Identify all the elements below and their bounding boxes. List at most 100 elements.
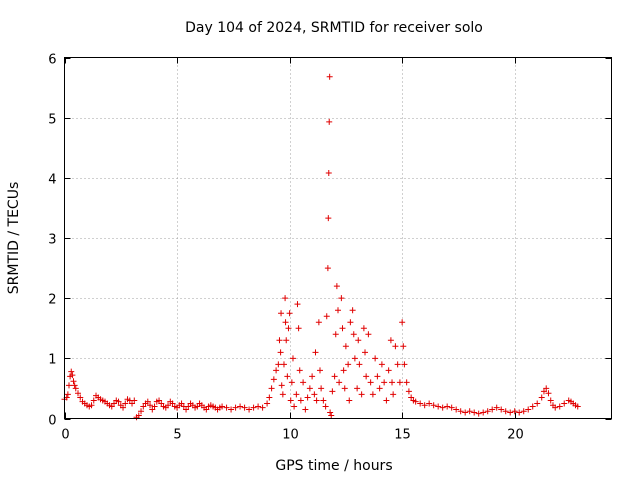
x-tick-label: 20 bbox=[507, 428, 524, 443]
data-point bbox=[284, 373, 291, 380]
data-point bbox=[360, 325, 367, 332]
data-point bbox=[421, 402, 428, 409]
data-point bbox=[457, 408, 464, 415]
data-point bbox=[313, 397, 320, 404]
data-point bbox=[376, 385, 383, 392]
data-point bbox=[378, 361, 385, 368]
data-point bbox=[312, 349, 319, 356]
data-point bbox=[374, 373, 381, 380]
data-point bbox=[529, 403, 536, 410]
data-point bbox=[480, 409, 487, 416]
data-point bbox=[311, 391, 318, 398]
x-axis-label: GPS time / hours bbox=[275, 458, 392, 474]
data-point bbox=[268, 385, 275, 392]
y-tick-label: 4 bbox=[48, 173, 56, 188]
data-point bbox=[259, 404, 266, 411]
data-point bbox=[323, 313, 330, 320]
data-point bbox=[355, 337, 362, 344]
data-point bbox=[493, 404, 500, 411]
data-point bbox=[358, 391, 365, 398]
x-tick-label: 15 bbox=[394, 428, 411, 443]
data-point bbox=[354, 385, 361, 392]
data-point bbox=[444, 403, 451, 410]
data-point bbox=[280, 361, 287, 368]
data-point bbox=[108, 403, 115, 410]
x-tick-label: 5 bbox=[173, 428, 181, 443]
data-point bbox=[338, 295, 345, 302]
data-point bbox=[333, 283, 340, 290]
data-point bbox=[462, 409, 469, 416]
data-points bbox=[61, 73, 581, 421]
data-point bbox=[335, 307, 341, 314]
data-point bbox=[122, 400, 129, 407]
data-point bbox=[325, 170, 332, 177]
data-point bbox=[246, 406, 253, 413]
data-point bbox=[326, 118, 333, 125]
data-point bbox=[75, 390, 82, 397]
data-point bbox=[347, 319, 354, 326]
y-tick-label: 2 bbox=[48, 293, 56, 308]
data-point bbox=[540, 388, 547, 395]
data-point bbox=[538, 394, 545, 401]
data-point bbox=[275, 361, 282, 368]
data-point bbox=[475, 410, 482, 417]
data-point bbox=[466, 408, 473, 415]
data-point bbox=[219, 403, 226, 410]
data-point bbox=[90, 397, 97, 404]
data-point bbox=[332, 331, 339, 338]
data-point bbox=[412, 398, 419, 405]
data-point bbox=[266, 394, 273, 401]
y-tick-label: 6 bbox=[48, 53, 56, 68]
data-point bbox=[203, 406, 210, 413]
data-point bbox=[115, 398, 122, 405]
data-point bbox=[547, 397, 554, 404]
data-point bbox=[574, 403, 581, 410]
data-point bbox=[131, 397, 138, 404]
data-point bbox=[484, 408, 491, 415]
data-point bbox=[408, 394, 415, 401]
y-tick-label: 1 bbox=[48, 353, 56, 368]
data-point bbox=[327, 409, 334, 416]
data-point bbox=[394, 361, 401, 368]
data-point bbox=[341, 385, 348, 392]
data-point bbox=[241, 404, 248, 411]
data-point bbox=[232, 404, 239, 411]
data-point bbox=[453, 406, 460, 413]
axis-ticks: 0 5 10 15 20 0 1 2 3 4 5 6 bbox=[48, 53, 612, 443]
data-point bbox=[520, 408, 527, 415]
data-point bbox=[291, 403, 298, 410]
data-point bbox=[302, 406, 309, 413]
x-tick-label: 0 bbox=[61, 428, 69, 443]
y-tick-label: 5 bbox=[48, 113, 56, 128]
data-point bbox=[356, 361, 363, 368]
data-point bbox=[297, 397, 304, 404]
data-point bbox=[279, 391, 286, 398]
data-point bbox=[237, 403, 244, 410]
data-point bbox=[383, 397, 390, 404]
data-point bbox=[331, 373, 338, 380]
data-point bbox=[430, 402, 437, 409]
x-tick-label: 10 bbox=[282, 428, 299, 443]
data-point bbox=[165, 402, 172, 409]
data-point bbox=[316, 367, 323, 374]
data-point bbox=[156, 397, 163, 404]
data-point bbox=[339, 325, 346, 332]
data-point bbox=[381, 379, 388, 386]
data-point bbox=[178, 400, 185, 407]
data-point bbox=[264, 400, 271, 407]
data-point bbox=[300, 379, 307, 386]
data-point bbox=[326, 73, 333, 80]
data-point bbox=[534, 400, 541, 407]
data-point bbox=[387, 337, 394, 344]
data-point bbox=[392, 343, 399, 350]
data-point bbox=[315, 319, 322, 326]
data-point bbox=[328, 412, 335, 419]
data-point bbox=[439, 404, 446, 411]
data-point bbox=[516, 409, 523, 416]
data-point bbox=[138, 408, 145, 415]
data-point bbox=[250, 404, 257, 411]
data-point bbox=[372, 355, 379, 362]
data-point bbox=[507, 409, 514, 416]
data-point bbox=[194, 403, 201, 410]
